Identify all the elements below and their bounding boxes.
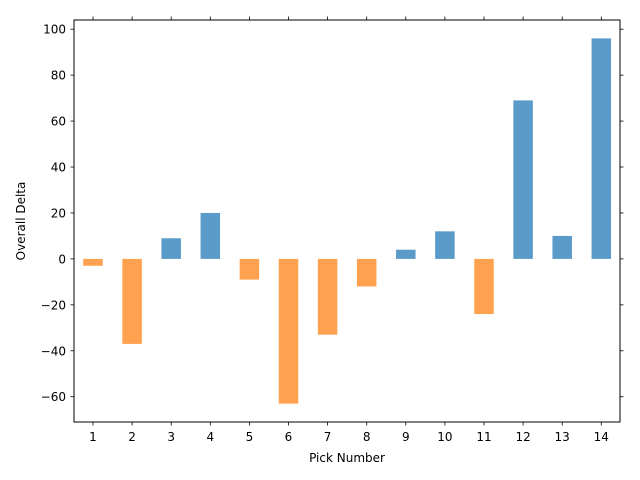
bar-pick-8	[356, 258, 377, 287]
x-tick-label: 11	[476, 430, 491, 444]
bar-pick-9	[396, 249, 416, 259]
y-tick-label: 80	[51, 69, 66, 83]
x-tick-label: 12	[515, 430, 530, 444]
y-tick-label: −20	[41, 298, 66, 312]
x-tick-label: 5	[246, 430, 254, 444]
bar-pick-1	[83, 258, 103, 266]
x-tick-label: 1	[89, 430, 97, 444]
x-tick-label: 6	[285, 430, 293, 444]
bar-pick-13	[552, 235, 572, 259]
y-tick-label: 0	[58, 252, 66, 266]
x-axis-label: Pick Number	[309, 451, 385, 465]
x-tick-label: 10	[437, 430, 452, 444]
bars-group	[83, 38, 612, 404]
bar-pick-6	[278, 258, 299, 404]
bar-pick-12	[513, 100, 533, 259]
bar-pick-3	[161, 238, 181, 259]
x-tick-label: 8	[363, 430, 371, 444]
x-tick-label: 4	[206, 430, 214, 444]
bar-pick-5	[239, 258, 260, 280]
x-tick-label: 3	[167, 430, 175, 444]
x-tick-label: 2	[128, 430, 136, 444]
bar-pick-4	[200, 212, 221, 259]
y-tick-label: 100	[43, 23, 66, 37]
y-tick-label: −60	[41, 390, 66, 404]
y-tick-label: 20	[51, 206, 66, 220]
bar-pick-7	[317, 258, 338, 335]
plot-frame	[73, 19, 621, 423]
y-tick-label: 40	[51, 161, 66, 175]
bar-pick-11	[474, 258, 494, 315]
y-tick-label: −40	[41, 344, 66, 358]
bar-pick-2	[122, 258, 142, 344]
x-tick-label: 9	[402, 430, 410, 444]
x-tick-label: 14	[594, 430, 609, 444]
bar-pick-10	[435, 231, 455, 259]
x-tick-label: 13	[555, 430, 570, 444]
y-axis-label: Overall Delta	[14, 182, 28, 261]
x-tick-label: 7	[324, 430, 332, 444]
y-tick-label: 60	[51, 115, 66, 129]
bar-pick-14	[591, 38, 612, 259]
